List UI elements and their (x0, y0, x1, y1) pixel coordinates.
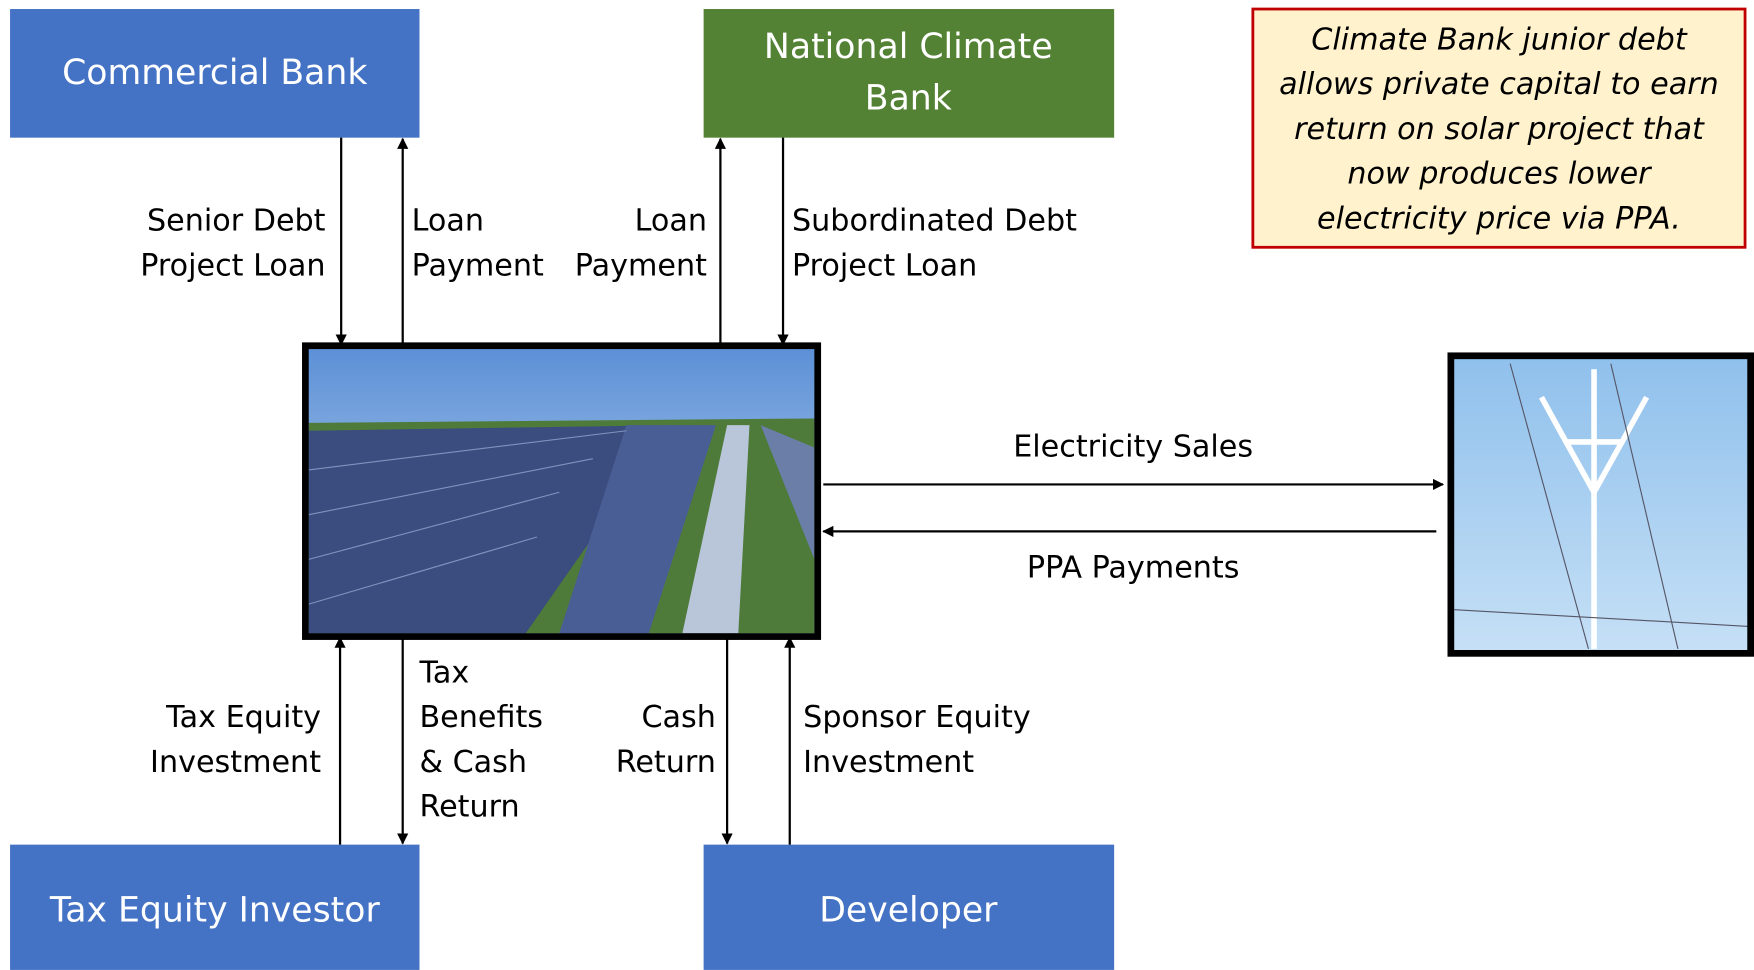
node-label-line: National Climate (764, 27, 1053, 67)
flow-label-line: Sponsor Equity (803, 700, 1031, 735)
flow-label-line: Project Loan (140, 248, 325, 283)
flow-label: Senior Debt Project Loan (140, 203, 325, 283)
note-text: Climate Bank junior debt allows private c… (1279, 22, 1719, 236)
node-label: Commercial Bank (62, 53, 367, 93)
flow-label-line: Tax Equity (165, 700, 321, 735)
flow-label-line: Electricity Sales (1013, 429, 1253, 464)
node-label: Developer (819, 891, 998, 931)
node-label-line: Developer (819, 891, 998, 931)
note-text-line: now produces lower (1347, 156, 1652, 191)
flow-label: PPA Payments (1027, 550, 1240, 585)
diagram: Commercial Bank National Climate Bank Tax E… (0, 0, 1754, 970)
page: Commercial Bank National Climate Bank Tax E… (0, 0, 1754, 970)
flow-label-line: Loan (412, 203, 484, 238)
pylon-sky (1451, 356, 1751, 654)
flow-label-line: PPA Payments (1027, 550, 1240, 585)
note-text-line: electricity price via PPA. (1317, 201, 1681, 236)
flow-label: Tax Equity Investment (150, 700, 321, 780)
flow-label-line: Investment (150, 744, 321, 779)
note-text-line: allows private capital to earn (1279, 67, 1719, 102)
flow-label-line: Cash (641, 700, 715, 735)
note-text-line: return on solar project that (1294, 111, 1705, 146)
flow-label-line: Investment (803, 744, 974, 779)
flow-label-line: Payment (412, 248, 544, 283)
flow-label-line: Return (616, 744, 716, 779)
node-label-line: Commercial Bank (62, 53, 367, 93)
flow-label: Sponsor Equity Investment (803, 700, 1031, 780)
flow-label: Loan Payment (412, 203, 544, 283)
flow-label-line: Senior Debt (147, 203, 326, 238)
flow-label-line: Subordinated Debt (792, 203, 1077, 238)
flow-label-line: Project Loan (792, 248, 977, 283)
flow-label-line: Payment (575, 248, 707, 283)
node-label-line: Tax Equity Investor (49, 891, 381, 931)
flow-label: Subordinated Debt Project Loan (792, 203, 1077, 283)
flow-label-line: & Cash (419, 744, 527, 779)
flow-label-line: Tax (418, 655, 469, 690)
node-label-line: Bank (865, 79, 952, 119)
flow-label: Loan Payment (575, 203, 707, 283)
flow-label: Electricity Sales (1013, 429, 1253, 464)
flow-label: Cash Return (616, 700, 716, 780)
node-label: Tax Equity Investor (49, 891, 381, 931)
pylon-photo (1451, 356, 1751, 654)
flow-label-line: Benefits (419, 700, 543, 735)
note-text-line: Climate Bank junior debt (1311, 22, 1688, 57)
flow-label-line: Loan (635, 203, 707, 238)
solar-photo (305, 346, 817, 637)
flow-label: Tax Benefits & Cash Return (418, 655, 543, 824)
flow-label-line: Return (419, 789, 519, 824)
